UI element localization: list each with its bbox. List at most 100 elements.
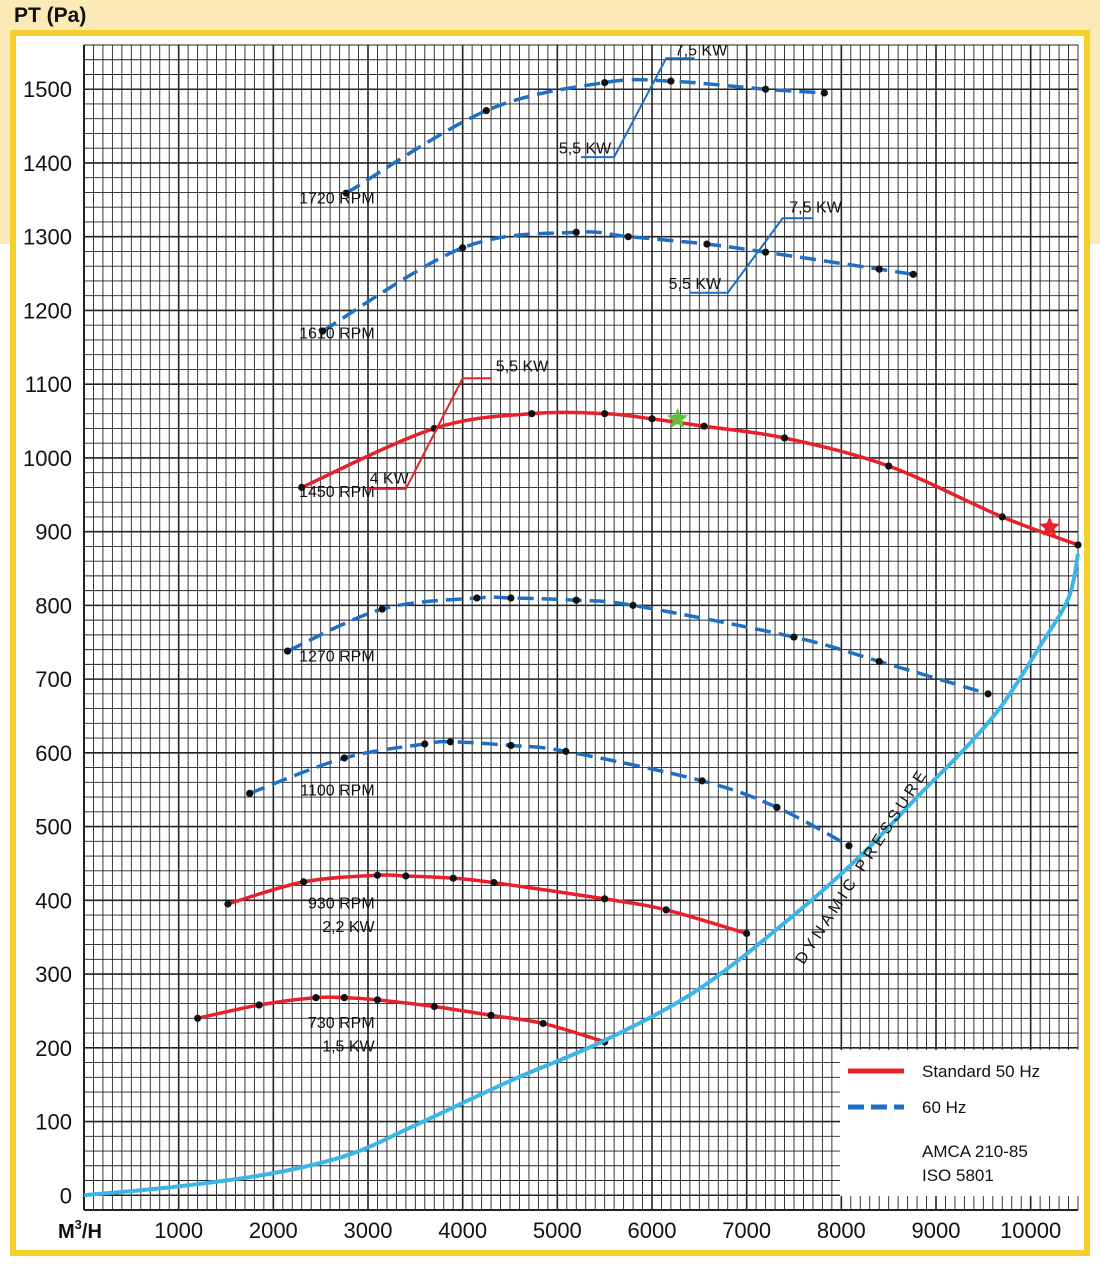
- curve-1610-rpm: [321, 230, 914, 333]
- data-point: [601, 79, 609, 87]
- power-switch-line: [368, 377, 492, 490]
- data-point: [342, 189, 350, 197]
- data-point: [790, 633, 798, 641]
- data-point: [698, 777, 706, 785]
- data-point: [845, 842, 853, 850]
- x-tick-label: 8000: [817, 1218, 866, 1243]
- data-point: [667, 77, 675, 85]
- rpm-label-1270-rpm: 1270 RPM: [299, 649, 375, 666]
- power-switch-line: [581, 57, 695, 159]
- data-point: [984, 690, 992, 698]
- y-tick-label: 1000: [23, 446, 72, 471]
- legend-box: [840, 1050, 1080, 1196]
- x-tick-label: 6000: [628, 1218, 677, 1243]
- data-point: [340, 994, 348, 1002]
- data-point: [875, 265, 883, 273]
- data-point: [820, 89, 828, 97]
- x-tick-label: 10000: [1000, 1218, 1061, 1243]
- data-point: [378, 605, 386, 613]
- y-tick-label: 300: [35, 962, 72, 987]
- data-point: [572, 228, 580, 236]
- data-point: [446, 738, 454, 746]
- y-tick-label: 600: [35, 741, 72, 766]
- tick-labels: 1000 2000 3000 4000 5000 6000 7000 8000 9000 1000…: [23, 77, 1061, 1243]
- data-point: [629, 601, 637, 609]
- data-point: [762, 248, 770, 256]
- data-point: [743, 929, 751, 938]
- data-point: [648, 415, 656, 423]
- data-point: [562, 747, 570, 755]
- data-point: [539, 1019, 547, 1028]
- data-point: [224, 900, 232, 908]
- data-point: [601, 895, 609, 903]
- power-label-upper: 5,5 KW: [496, 359, 549, 376]
- curve-1720-rpm: [345, 77, 825, 195]
- data-point: [482, 107, 490, 115]
- y-axis-label: PT (Pa): [14, 4, 87, 27]
- data-point: [473, 594, 481, 602]
- data-point: [340, 754, 348, 762]
- power-annotations: 4 KW 5,5 KW 5,5 KW 7,5 KW 5,5 KW 7,5 KW: [368, 42, 1061, 537]
- curves: 730 RPM 1,5 KW 930 RPM 2,2 KW 1100 RPM 1270 R…: [83, 77, 1082, 1198]
- data-point: [909, 270, 917, 278]
- rpm-label-930-rpm: 930 RPM: [308, 896, 375, 913]
- rpm-label-1720-rpm: 1720 RPM: [299, 191, 375, 208]
- rpm-label-730-rpm: 730 RPM: [308, 1015, 375, 1032]
- power-label-lower: 4 KW: [370, 471, 410, 488]
- data-point: [373, 996, 382, 1004]
- data-point: [507, 594, 515, 602]
- data-point: [255, 1001, 263, 1009]
- kw-label-730-rpm: 1,5 KW: [322, 1039, 375, 1056]
- x-axis-label-text: M3/H: [58, 1217, 102, 1243]
- rpm-label-1100-rpm: 1100 RPM: [300, 783, 374, 800]
- y-tick-label: 1500: [23, 77, 72, 102]
- data-point: [572, 596, 580, 604]
- data-point: [449, 874, 457, 882]
- y-tick-label: 1100: [25, 372, 72, 397]
- x-tick-label: 4000: [438, 1218, 487, 1243]
- rpm-label-1610-rpm: 1610 RPM: [299, 326, 375, 343]
- data-point: [487, 1011, 495, 1019]
- data-point: [421, 740, 429, 748]
- data-point: [875, 657, 883, 666]
- data-point: [780, 434, 789, 442]
- x-axis-label: M3/H: [58, 1217, 102, 1243]
- dynamic-pressure-label: DYNAMIC PRESSURE: [793, 765, 933, 967]
- data-point: [373, 871, 382, 879]
- power-label-upper: 7,5 KW: [675, 42, 728, 59]
- data-point: [194, 1014, 202, 1022]
- data-point: [283, 647, 292, 655]
- y-tick-label: 800: [35, 593, 72, 618]
- legend: Standard 50 Hz 60 Hz AMCA 210-85 ISO 580…: [840, 1050, 1080, 1196]
- data-point: [312, 994, 320, 1002]
- y-tick-label: 100: [35, 1110, 72, 1135]
- legend-label-standard: Standard 50 Hz: [922, 1062, 1040, 1081]
- data-point: [700, 422, 708, 430]
- data-point: [430, 1002, 438, 1011]
- data-point: [300, 878, 308, 886]
- data-point: [246, 789, 254, 798]
- y-tick-label: 0: [60, 1183, 72, 1208]
- green-star-marker: [667, 407, 689, 428]
- data-point: [1074, 541, 1082, 549]
- power-switch-line: [689, 217, 813, 294]
- x-tick-label: 5000: [533, 1218, 582, 1243]
- kw-label-930-rpm: 2,2 KW: [322, 919, 375, 936]
- data-point: [662, 906, 670, 914]
- y-tick-label: 700: [35, 667, 72, 692]
- legend-label-60hz: 60 Hz: [922, 1098, 966, 1117]
- rpm-label-1450-rpm: 1450 RPM: [299, 484, 375, 501]
- data-point: [318, 327, 327, 335]
- data-point: [703, 240, 711, 248]
- x-tick-label: 2000: [249, 1218, 298, 1243]
- x-tick-label: 3000: [344, 1218, 393, 1243]
- y-tick-label: 400: [35, 888, 72, 913]
- standard-amca: AMCA 210-85: [922, 1142, 1028, 1161]
- data-point: [528, 410, 536, 418]
- power-label-lower: 5,5 KW: [559, 140, 612, 157]
- data-point: [402, 872, 410, 880]
- data-point: [773, 803, 781, 812]
- data-point: [601, 410, 609, 418]
- power-label-lower: 5,5 KW: [669, 276, 722, 293]
- x-tick-label: 9000: [912, 1218, 961, 1243]
